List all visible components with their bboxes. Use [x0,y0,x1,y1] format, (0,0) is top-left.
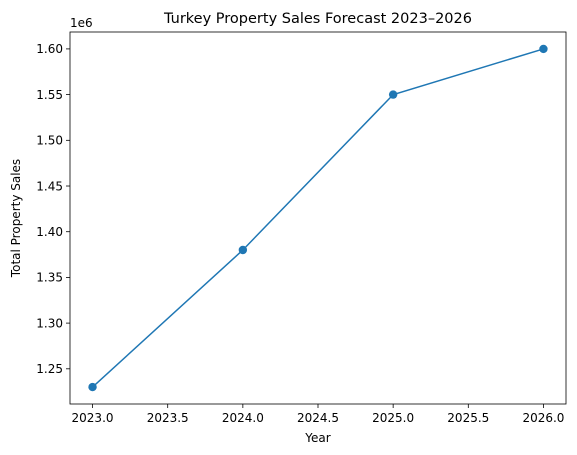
plot-area [88,44,548,392]
y-axis: 1.25 1.30 1.35 1.40 1.45 1.50 1.55 1.60 [36,42,70,376]
y-tick-label: 1.55 [36,88,63,102]
x-tick-label: 2023.5 [147,411,189,425]
chart-title: Turkey Property Sales Forecast 2023–2026 [163,11,472,27]
x-tick-label: 2025.5 [447,411,489,425]
y-tick-label: 1.50 [36,134,63,148]
data-point [88,382,97,392]
plot-frame [69,31,567,405]
y-tick-label: 1.25 [36,362,63,376]
y-tick-label: 1.60 [36,42,63,56]
x-axis: 2023.0 2023.5 2024.0 2024.5 2025.0 2025.5 2026… [72,404,564,425]
series-line [92,48,544,388]
x-tick-label: 2026.0 [522,411,564,425]
data-point [539,44,548,54]
data-point [388,90,398,99]
x-axis-label: Year [304,431,330,445]
x-tick-label: 2024.0 [222,411,264,425]
x-tick-label: 2024.5 [297,411,339,425]
y-offset-label: 1e6 [70,16,93,30]
y-tick-label: 1.40 [36,225,63,239]
y-tick-label: 1.45 [36,179,63,193]
x-tick-label: 2025.0 [372,411,414,425]
y-tick-label: 1.30 [36,316,63,330]
y-tick-label: 1.35 [36,271,63,285]
x-tick-label: 2023.0 [72,411,114,425]
data-point [238,245,248,255]
y-axis-label: Total Property Sales [9,159,23,278]
